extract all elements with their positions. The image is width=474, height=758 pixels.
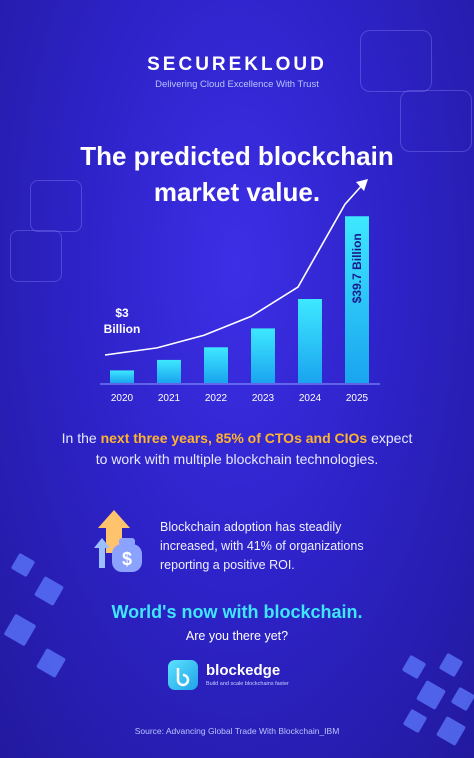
- blockedge-logo: blockedge Build and scale blockchains fa…: [168, 660, 318, 694]
- cta-question: Are you there yet?: [185, 629, 289, 643]
- logo-tagline: Build and scale blockchains faster: [206, 681, 289, 687]
- decor-cube: [401, 654, 427, 680]
- svg-text:$: $: [122, 549, 132, 569]
- bar-2024: [298, 299, 322, 383]
- bar-2022: [204, 347, 228, 383]
- annotation-first-unit: Billion: [104, 322, 141, 336]
- bar-2020: [110, 370, 134, 383]
- adoption-text: Blockchain adoption has steadily increas…: [160, 520, 364, 572]
- decor-hex-shape: [360, 30, 432, 92]
- annotation-last-value: $39.7 Billion: [350, 233, 364, 303]
- blockedge-logo-icon: [168, 660, 198, 690]
- cta-block: World's now with blockchain. Are you the…: [0, 602, 474, 643]
- trend-arrow-head: [356, 179, 368, 191]
- brand-tagline: Delivering Cloud Excellence With Trust: [155, 79, 319, 90]
- trend-line: [104, 181, 366, 356]
- decor-cube: [450, 686, 474, 712]
- decor-cube: [35, 647, 67, 679]
- headline: The predicted blockchain market value.: [60, 138, 414, 210]
- tick-label-2024: 2024: [299, 393, 322, 404]
- logo-name: blockedge: [206, 662, 281, 679]
- money-bag-arrow-icon: $: [94, 510, 142, 572]
- tick-label-2023: 2023: [252, 393, 275, 404]
- brand-header: SECUREKLOUD Delivering Cloud Excellence …: [0, 54, 474, 90]
- bar-2021: [157, 359, 181, 383]
- para-highlight: next three years, 85% of CTOs and CIOs: [100, 430, 368, 446]
- headline-line-1: The predicted blockchain: [80, 141, 394, 171]
- cta-heading: World's now with blockchain.: [111, 602, 363, 622]
- tick-label-2025: 2025: [346, 393, 369, 404]
- headline-line-2: market value.: [153, 177, 321, 207]
- market-value-chart: 2020 2021 2022 2023 2024 2025 $3 Billion $39.7 B…: [100, 179, 380, 404]
- bar-2025: [345, 216, 369, 383]
- tick-label-2022: 2022: [205, 393, 228, 404]
- decor-cube: [438, 652, 464, 678]
- annotation-first-value: $3: [115, 306, 129, 320]
- bar-2023: [251, 328, 275, 383]
- cto-paragraph: In the next three years, 85% of CTOs and…: [60, 428, 414, 470]
- decor-cube: [10, 552, 36, 578]
- para-text-2: expect to work with multiple blockchain …: [95, 430, 413, 467]
- decor-hex-shape: [10, 230, 62, 282]
- brand-name: SECUREKLOUD: [147, 54, 327, 75]
- tick-label-2020: 2020: [111, 393, 134, 404]
- tick-label-2021: 2021: [158, 393, 181, 404]
- decor-cube: [435, 715, 467, 747]
- source-citation: Source: Advancing Global Trade With Bloc…: [134, 726, 340, 736]
- para-text-1: In the: [61, 430, 101, 446]
- decor-hex-shape: [400, 90, 472, 152]
- decor-cube: [415, 679, 447, 711]
